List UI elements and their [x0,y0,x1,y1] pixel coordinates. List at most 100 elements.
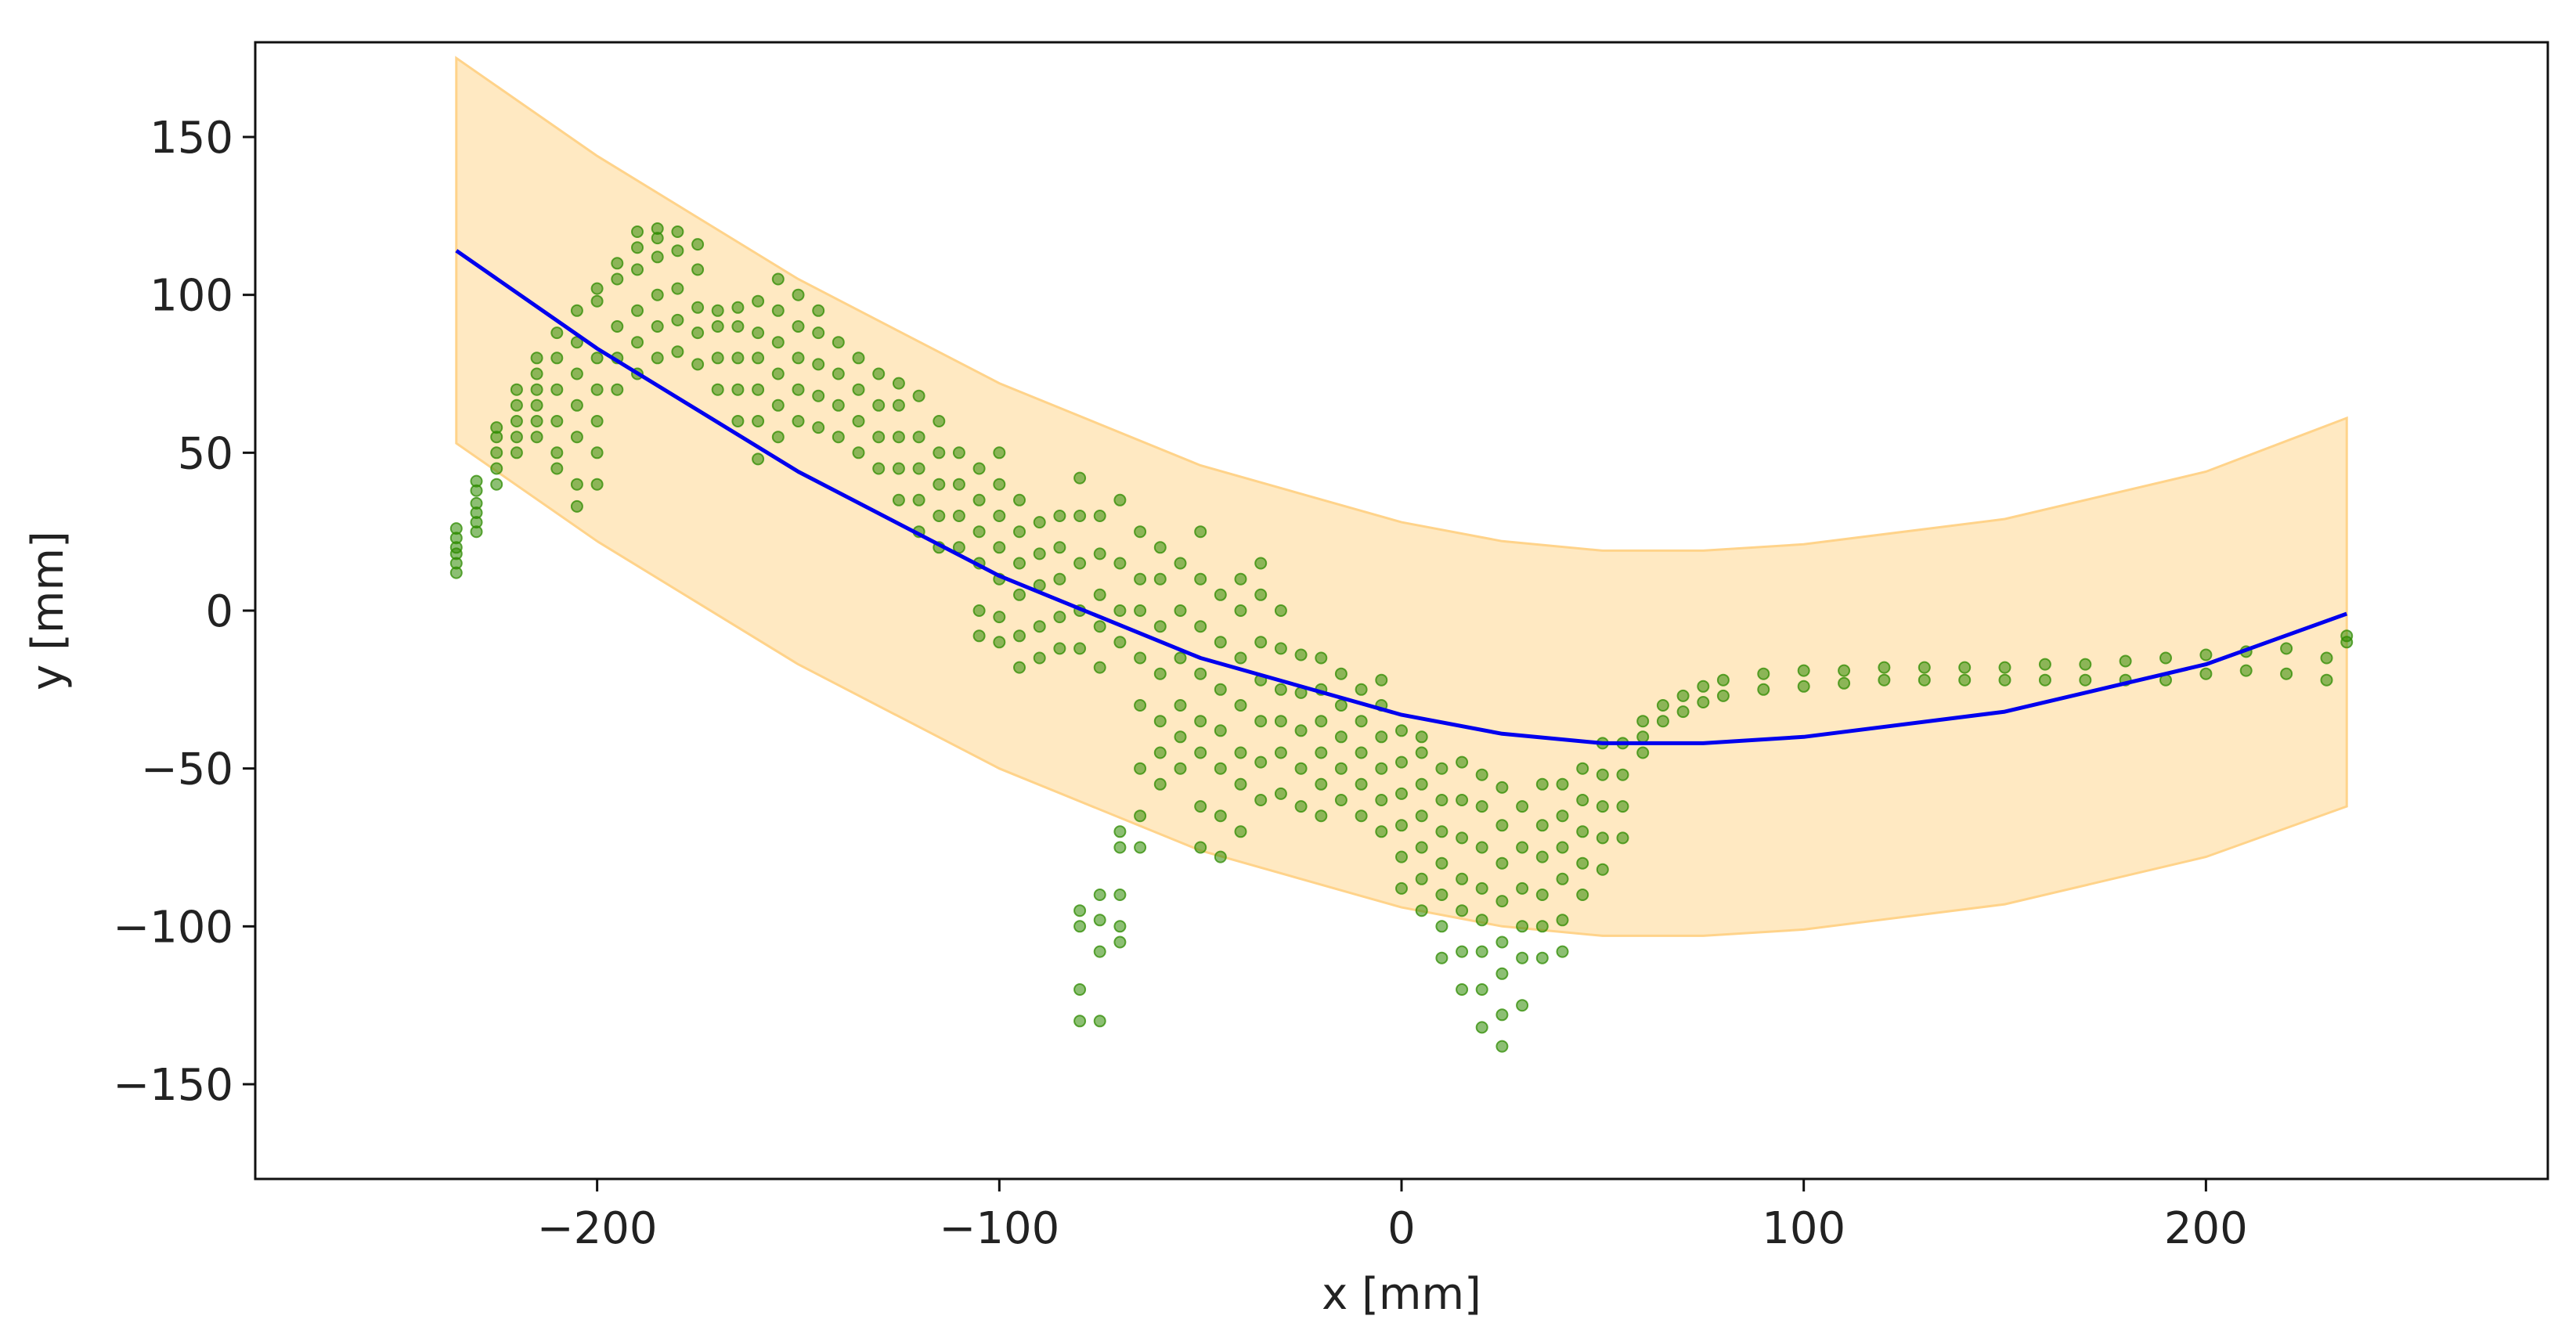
scatter-point [1113,604,1127,617]
scatter-point [1375,730,1388,744]
scatter-point [2280,667,2293,680]
scatter-point [1274,715,1287,728]
scatter-point [1174,651,1187,665]
scatter-point [550,462,564,475]
scatter-point [771,336,785,349]
scatter-point [1315,746,1328,759]
scatter-point [1073,557,1087,570]
scatter-point [1475,800,1488,813]
scatter-point [792,351,805,365]
scatter-point [872,462,886,475]
x-tick-label: 100 [1762,1203,1845,1254]
scatter-point [792,383,805,396]
scatter-point [1093,588,1106,601]
scatter-point [972,493,986,506]
scatter-point [1535,889,1549,901]
x-axis-ticks: −200 −100 0 100 200 [537,1179,2248,1254]
scatter-point [510,415,523,427]
scatter-point [1093,1015,1106,1028]
scatter-point [872,367,886,380]
scatter-point [611,383,624,396]
scatter-point [711,351,724,365]
scatter-point [1716,673,1730,687]
scatter-point [1234,746,1247,759]
scatter-point [1113,493,1127,506]
scatter-point [1315,715,1328,728]
scatter-point [1998,661,2011,674]
scatter-point [1093,547,1106,561]
scatter-point [1153,620,1167,633]
scatter-point [1435,951,1449,964]
scatter-point [590,415,604,427]
scatter-point [1073,471,1087,485]
scatter-point [530,367,543,380]
scatter-point [1113,636,1127,649]
scatter-point [993,611,1006,624]
y-tick-label: 100 [150,271,233,322]
scatter-point [1918,673,1931,687]
scatter-point [1134,841,1147,854]
scatter-point [771,431,785,444]
scatter-point [1214,588,1227,601]
scatter-point [731,320,745,333]
scatter-point [1375,794,1388,806]
scatter-point [590,383,604,396]
scatter-point [1636,746,1650,759]
scatter-point [852,446,865,460]
scatter-point [1013,525,1026,539]
scatter-point [1134,651,1147,665]
scatter-point [1214,683,1227,696]
scatter-point [510,398,523,412]
scatter-point [1596,863,1609,876]
scatter-point [530,415,543,427]
scatter-point [993,541,1006,554]
scatter-point [2320,673,2333,687]
scatter-point [1234,777,1247,791]
scatter-point [711,320,724,333]
scatter-point [1395,850,1408,863]
scatter-point [1375,762,1388,775]
scatter-point [2038,673,2051,687]
scatter-point [711,304,724,317]
scatter-point [912,493,925,506]
scatter-point [1516,800,1529,813]
scatter-point [1334,667,1348,680]
scatter-point [1254,636,1268,649]
scatter-point [1395,819,1408,832]
x-tick-label: −100 [939,1203,1059,1254]
scatter-point [1053,642,1066,655]
scatter-point [993,478,1006,491]
scatter-point [1475,881,1488,895]
scatter-point [1073,510,1087,522]
scatter-point [1013,629,1026,643]
scatter-point [852,415,865,427]
points-layer [449,222,2354,1053]
scatter-point [832,336,845,349]
scatter-point [852,383,865,396]
y-tick-label: −50 [141,744,233,795]
scatter-point [1174,699,1187,712]
scatter-point [1134,604,1147,617]
scatter-point [1274,746,1287,759]
scatter-point [611,320,624,333]
scatter-point [1495,1008,1509,1022]
scatter-point [1456,831,1469,845]
scatter-point [470,474,483,488]
scatter-point [530,351,543,365]
y-axis-label: y [mm] [23,531,74,690]
scatter-point [852,351,865,365]
scatter-point [1214,809,1227,823]
scatter-point [1697,680,1710,693]
x-tick-label: −200 [537,1203,658,1254]
scatter-point [1415,809,1428,823]
scatter-point [671,345,684,359]
scatter-point [2119,654,2132,668]
scatter-point [1153,715,1167,728]
scatter-point [1093,914,1106,927]
scatter-point [1516,881,1529,895]
scatter-point [1134,525,1147,539]
scatter-point [590,446,604,460]
scatter-point [792,320,805,333]
scatter-point [631,241,644,254]
scatter-point [972,462,986,475]
